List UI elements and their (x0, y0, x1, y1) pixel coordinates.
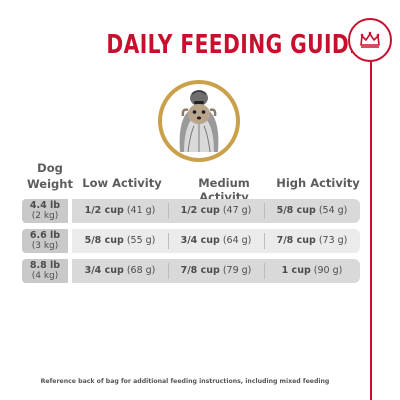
table-row: 3/4 cup (68 g) 7/8 cup (79 g) 1 cup (90 … (72, 259, 360, 283)
weight-kg: (2 kg) (31, 211, 59, 221)
dog-portrait-icon (162, 84, 236, 158)
dog-portrait (158, 80, 240, 162)
cell-divider (168, 203, 169, 219)
table-cell-high: 7/8 cup (73 g) (264, 229, 360, 253)
table-row-weight: 4.4 lb (2 kg) (22, 199, 68, 223)
table-row-weight: 6.6 lb (3 kg) (22, 229, 68, 253)
weight-lb: 8.8 lb (29, 260, 61, 271)
page-title: DAILY FEEDING GUIDE (106, 30, 364, 60)
cell-amount: 1/2 cup (84, 205, 124, 216)
cell-amount: 5/8 cup (276, 205, 316, 216)
weight-lb: 6.6 lb (29, 230, 61, 241)
cell-amount: 3/4 cup (84, 265, 124, 276)
cell-divider (168, 263, 169, 279)
cell-divider (264, 263, 265, 279)
table-row: 5/8 cup (55 g) 3/4 cup (64 g) 7/8 cup (7… (72, 229, 360, 253)
brand-side-rule (370, 60, 372, 400)
table-cell-low: 1/2 cup (41 g) (72, 199, 168, 223)
footnote: Reference back of bag for additional fee… (40, 378, 330, 385)
cell-amount: 3/4 cup (180, 235, 220, 246)
cell-amount: 7/8 cup (276, 235, 316, 246)
table-cell-medium: 3/4 cup (64 g) (168, 229, 264, 253)
crown-icon (360, 31, 380, 48)
column-header-high-activity: High Activity (276, 176, 360, 190)
cell-grams: (68 g) (126, 265, 156, 276)
cell-divider (264, 203, 265, 219)
cell-grams: (64 g) (222, 235, 252, 246)
cell-amount: 1 cup (281, 265, 311, 276)
table-row: 1/2 cup (41 g) 1/2 cup (47 g) 5/8 cup (5… (72, 199, 360, 223)
dog-weight-header-line2: Weight (27, 177, 73, 191)
cell-grams: (90 g) (313, 265, 343, 276)
weight-kg: (3 kg) (31, 241, 59, 251)
crown-logo-icon (348, 18, 392, 62)
table-cell-medium: 1/2 cup (47 g) (168, 199, 264, 223)
table-cell-high: 5/8 cup (54 g) (264, 199, 360, 223)
table-cell-high: 1 cup (90 g) (264, 259, 360, 283)
cell-grams: (47 g) (222, 205, 252, 216)
table-row-weight: 8.8 lb (4 kg) (22, 259, 68, 283)
cell-amount: 7/8 cup (180, 265, 220, 276)
cell-grams: (55 g) (126, 235, 156, 246)
table-cell-medium: 7/8 cup (79 g) (168, 259, 264, 283)
cell-grams: (73 g) (318, 235, 348, 246)
cell-divider (264, 233, 265, 249)
weight-lb: 4.4 lb (29, 200, 61, 211)
weight-kg: (4 kg) (31, 271, 59, 281)
dog-weight-header-line1: Dog (37, 161, 63, 175)
cell-grams: (54 g) (318, 205, 348, 216)
table-cell-low: 5/8 cup (55 g) (72, 229, 168, 253)
cell-grams: (79 g) (222, 265, 252, 276)
cell-grams: (41 g) (126, 205, 156, 216)
cell-amount: 1/2 cup (180, 205, 220, 216)
column-header-low-activity: Low Activity (82, 176, 162, 190)
cell-amount: 5/8 cup (84, 235, 124, 246)
cell-divider (168, 233, 169, 249)
table-cell-low: 3/4 cup (68 g) (72, 259, 168, 283)
dog-weight-header: Dog Weight (22, 160, 78, 192)
